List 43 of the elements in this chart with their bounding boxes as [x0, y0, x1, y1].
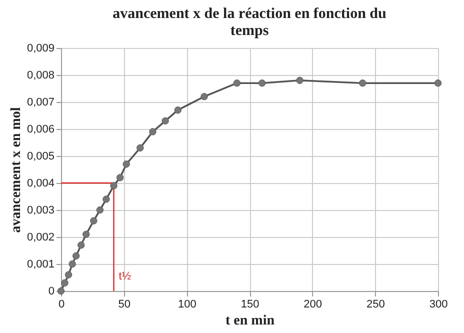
y-tick-label: 0,009 — [26, 42, 54, 54]
ref-line-label: t½ — [118, 270, 132, 282]
point — [68, 260, 76, 268]
chart-title: avancement x de la réaction en fonction du temps — [112, 6, 386, 39]
point — [96, 206, 104, 214]
x-tick-label: 100 — [178, 298, 196, 310]
point — [258, 80, 266, 87]
point — [64, 271, 72, 278]
point — [61, 279, 68, 286]
point — [149, 128, 156, 136]
point — [434, 80, 442, 87]
point — [296, 76, 304, 84]
y-tick-label: 0,005 — [26, 150, 54, 162]
y-tick-label: 0,001 — [26, 258, 54, 270]
point — [162, 117, 169, 124]
y-tick-label: 0,003 — [26, 204, 54, 216]
point — [200, 93, 208, 100]
point — [110, 182, 118, 190]
y-tick-label: 0,004 — [26, 178, 54, 190]
y-tick-label: 0,007 — [26, 96, 54, 108]
x-tick-label: 0 — [58, 298, 65, 310]
point — [82, 230, 90, 238]
point — [174, 106, 182, 114]
x-tick-label: 250 — [366, 298, 385, 310]
x-tick-label: 150 — [240, 298, 260, 310]
x-tick-label: 300 — [429, 298, 448, 310]
y-tick-label: 0,006 — [26, 124, 54, 136]
point — [72, 252, 80, 260]
point — [78, 242, 85, 249]
point — [233, 80, 241, 87]
point — [358, 80, 366, 87]
y-tick-label: 0 — [48, 286, 54, 298]
point — [90, 217, 98, 224]
y-tick-label: 0,008 — [26, 70, 54, 82]
point — [116, 174, 124, 182]
x-tick-label: 50 — [118, 298, 130, 310]
point — [102, 196, 110, 203]
point — [122, 160, 130, 168]
y-tick-label: 0,002 — [26, 232, 54, 244]
x-tick-label: 200 — [304, 298, 322, 310]
y-axis-title: avancement x en mol — [8, 107, 24, 233]
x-axis-title: t en min — [226, 314, 275, 328]
point — [136, 144, 144, 152]
